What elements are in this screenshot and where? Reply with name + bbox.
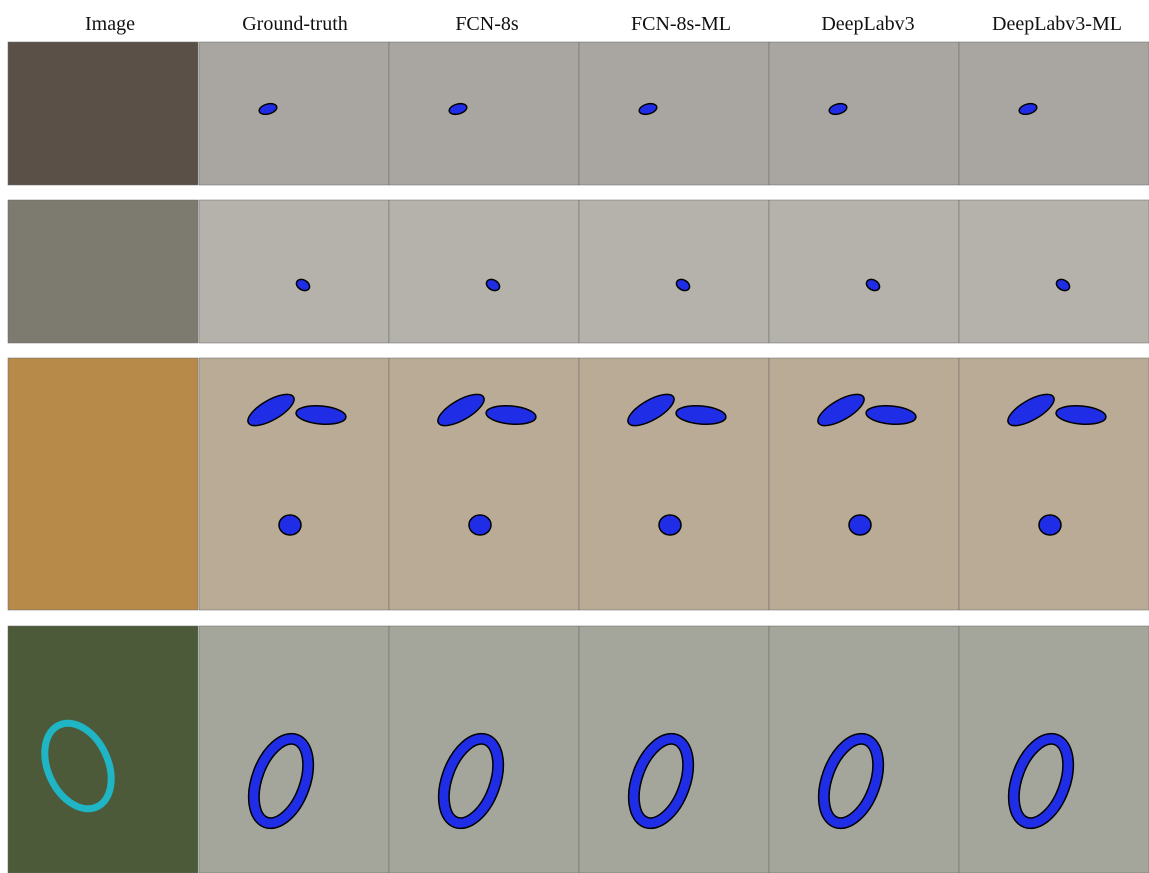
mask-overlay bbox=[959, 200, 1149, 343]
segment-blob bbox=[279, 515, 301, 535]
photo bbox=[8, 200, 198, 343]
column-header: Image bbox=[85, 13, 135, 35]
mask-overlay bbox=[389, 626, 579, 873]
mask-overlay bbox=[579, 626, 769, 873]
mask-overlay bbox=[959, 626, 1149, 873]
column-header: FCN-8s-ML bbox=[631, 13, 731, 35]
photo bbox=[8, 42, 198, 185]
mask-overlay bbox=[579, 200, 769, 343]
figure: Image Ground-truth FCN-8s FCN-8s-ML Deep… bbox=[0, 0, 1149, 873]
photo bbox=[8, 358, 198, 610]
mask-overlay bbox=[769, 626, 959, 873]
segment-blob bbox=[469, 515, 491, 535]
mask-overlay bbox=[579, 358, 769, 610]
mask-overlay bbox=[959, 42, 1149, 185]
column-header: Ground-truth bbox=[242, 13, 348, 35]
column-header: FCN-8s bbox=[455, 13, 519, 35]
column-header: DeepLabv3-ML bbox=[992, 13, 1122, 35]
mask-overlay bbox=[959, 358, 1149, 610]
mask-overlay bbox=[389, 42, 579, 185]
column-header: DeepLabv3 bbox=[821, 13, 914, 35]
header-row: Image Ground-truth FCN-8s FCN-8s-ML Deep… bbox=[85, 13, 1122, 35]
mask-overlay bbox=[389, 358, 579, 610]
mask-overlay bbox=[769, 42, 959, 185]
mask-overlay bbox=[199, 626, 389, 873]
mask-overlay bbox=[199, 42, 389, 185]
mask-overlay bbox=[769, 358, 959, 610]
mask-overlay bbox=[579, 42, 769, 185]
mask-overlay bbox=[389, 200, 579, 343]
mask-overlay bbox=[769, 200, 959, 343]
mask-overlay bbox=[199, 358, 389, 610]
segment-blob bbox=[849, 515, 871, 535]
segment-blob bbox=[659, 515, 681, 535]
mask-overlay bbox=[199, 200, 389, 343]
segment-blob bbox=[1039, 515, 1061, 535]
